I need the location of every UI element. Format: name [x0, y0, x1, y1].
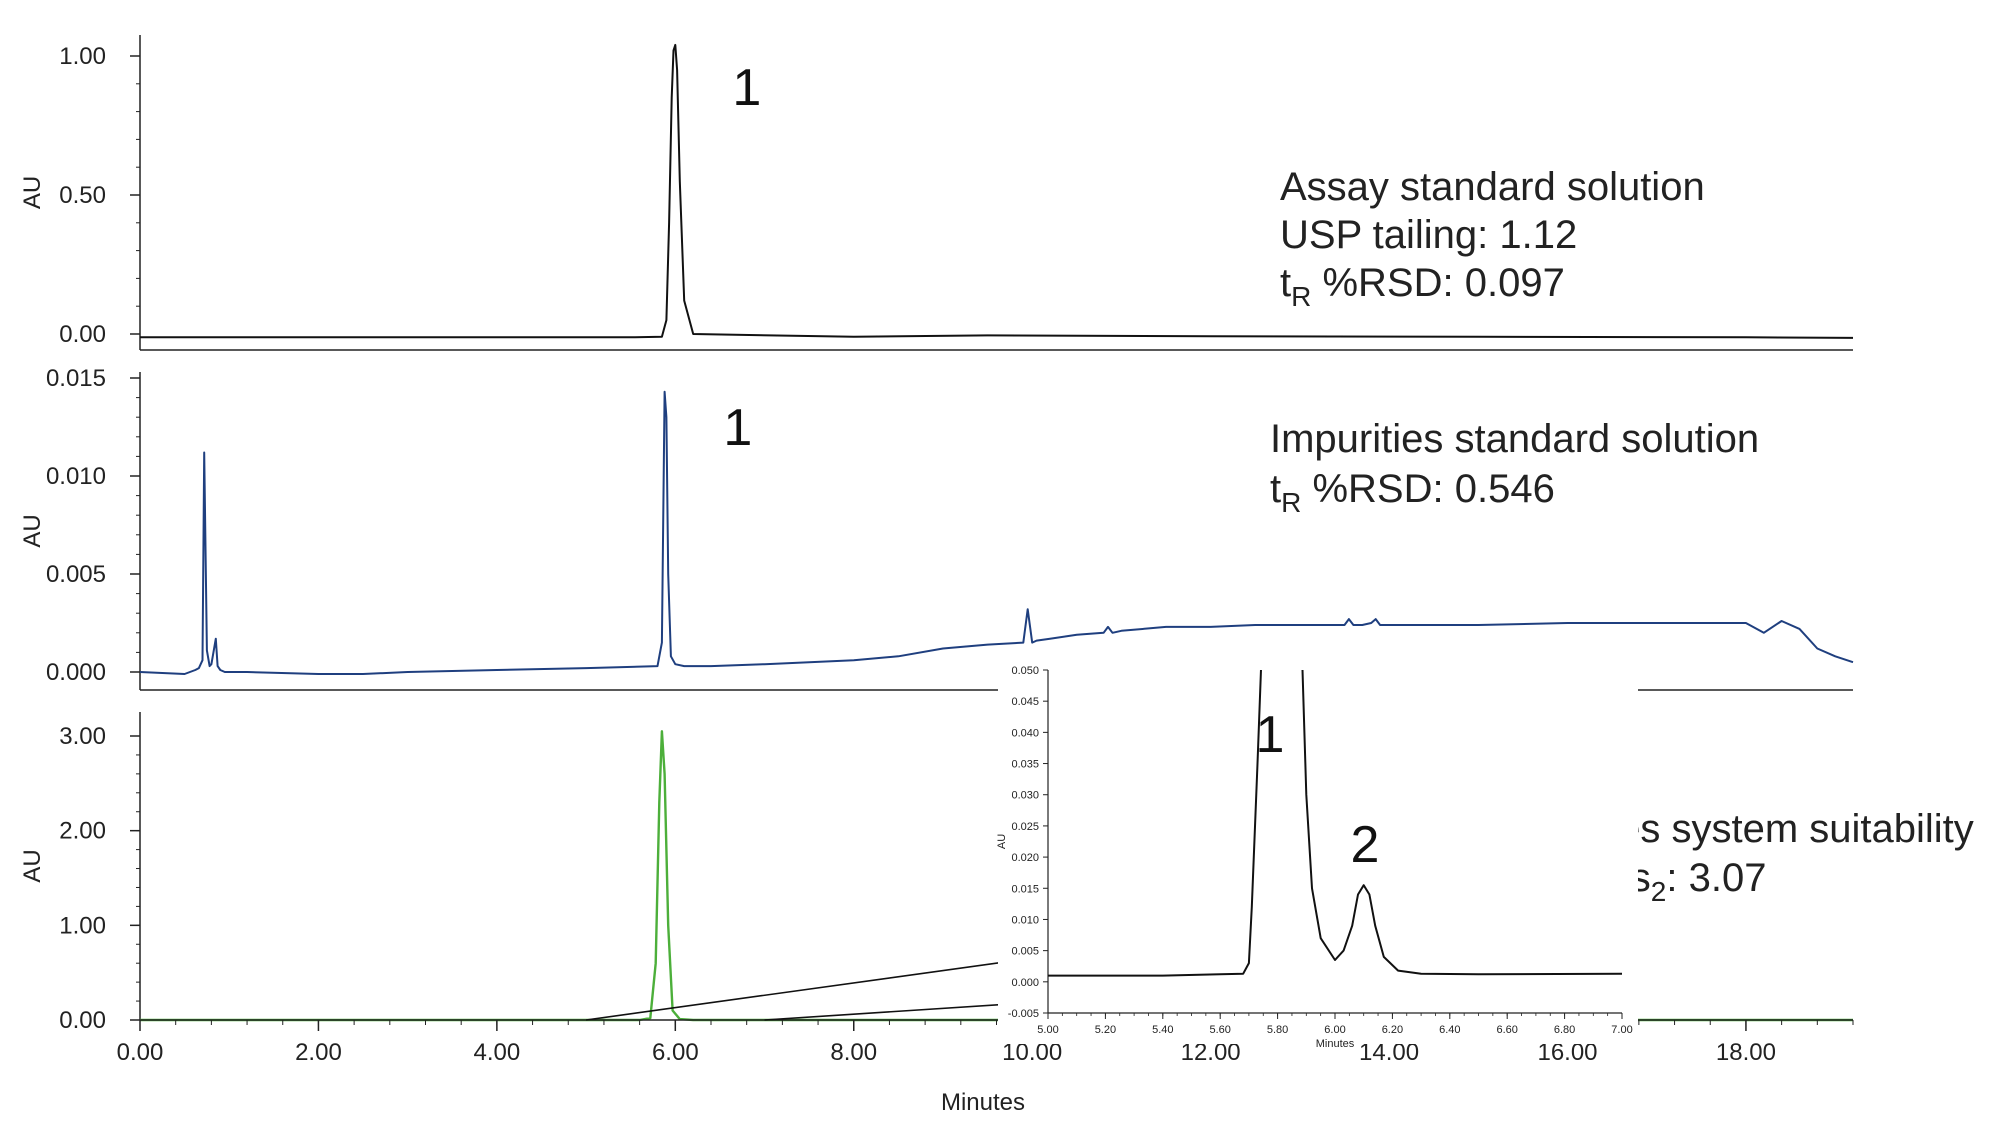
y-axis-title: AU	[19, 176, 46, 209]
inset-y-tick-label: 0.025	[1011, 821, 1039, 833]
inset-x-tick-label: 6.40	[1439, 1024, 1460, 1036]
inset-x-tick-label: 5.40	[1152, 1024, 1173, 1036]
annotation-subscript: 2	[1651, 876, 1667, 907]
inset-x-tick-label: 5.60	[1209, 1024, 1230, 1036]
peak-label: 1	[723, 399, 752, 457]
inset-x-tick-label: 7.00	[1611, 1024, 1632, 1036]
annotation-main: t	[1270, 467, 1281, 511]
y-tick-label: 1.00	[59, 43, 106, 70]
x-axis-title: Minutes	[941, 1089, 1025, 1116]
annotation-line: Impurities standard solution	[1270, 417, 1759, 461]
annotation-main: Assay standard solution	[1280, 165, 1705, 209]
y-tick-label: 1.00	[59, 912, 106, 939]
inset-y-tick-label: -0.005	[1008, 1008, 1039, 1020]
inset-x-tick-label: 5.20	[1095, 1024, 1116, 1036]
inset-x-tick-label: 6.20	[1382, 1024, 1403, 1036]
inset-y-tick-label: 0.045	[1011, 696, 1039, 708]
inset-peak-label: 1	[1256, 706, 1285, 764]
chromatogram-panel-assay: 0.00 0.50 1.00 AU 1 Assay standard solutionUS…	[19, 35, 1854, 351]
annotation-main: USP tailing: 1.12	[1280, 213, 1577, 257]
inset-y-tick-label: 0.035	[1011, 759, 1039, 771]
chromatogram-trace	[139, 390, 1854, 675]
y-tick-label: 0.000	[46, 659, 106, 686]
y-tick-label: 0.005	[46, 561, 106, 588]
annotation-main: t	[1280, 261, 1291, 305]
y-axis-title: AU	[19, 514, 46, 547]
x-tick-label: 8.00	[830, 1039, 877, 1066]
peak-label: 1	[732, 59, 761, 117]
inset-x-tick-label: 6.00	[1324, 1024, 1345, 1036]
inset-y-tick-label: 0.030	[1011, 790, 1039, 802]
inset-x-tick-label: 6.60	[1496, 1024, 1517, 1036]
annotation-line: tR %RSD: 0.546	[1270, 467, 1555, 518]
x-tick-label: 0.00	[117, 1039, 164, 1066]
x-tick-label: 18.00	[1716, 1039, 1776, 1066]
inset-panel: -0.005 0.000 0.005 0.010 0.015 0.020 0.025 0.03…	[996, 664, 1638, 1050]
y-tick-label: 2.00	[59, 818, 106, 845]
inset-y-tick-label: 0.020	[1011, 852, 1039, 864]
inset-trace	[1048, 670, 1622, 977]
inset-x-axis-title: Minutes	[1316, 1038, 1355, 1050]
inset-y-axis-title: AU	[996, 834, 1008, 849]
inset-x-tick-label: 6.80	[1554, 1024, 1575, 1036]
y-tick-label: 0.50	[59, 182, 106, 209]
annotation-subscript: R	[1291, 281, 1311, 312]
annotation-subscript: R	[1281, 487, 1301, 518]
annotation-rest: %RSD: 0.546	[1301, 467, 1554, 511]
annotation-line: tR %RSD: 0.097	[1280, 261, 1565, 312]
inset-y-tick-label: 0.010	[1011, 914, 1039, 926]
chromatogram-trace	[140, 43, 1854, 339]
y-axis-title: AU	[19, 849, 46, 882]
annotation-main: Impurities standard solution	[1270, 417, 1759, 461]
y-tick-label: 0.00	[59, 1007, 106, 1034]
y-tick-label: 0.00	[59, 321, 106, 348]
inset-y-tick-label: 0.040	[1011, 727, 1039, 739]
inset-y-tick-label: 0.000	[1011, 977, 1039, 989]
inset-x-tick-label: 5.00	[1037, 1024, 1058, 1036]
annotation-line: Assay standard solution	[1280, 165, 1705, 209]
y-tick-label: 0.010	[46, 463, 106, 490]
inset-peak-label: 2	[1351, 816, 1380, 874]
chromatogram-panel-impurities-standard: 0.000 0.005 0.010 0.015 AU 1 Impurities standa…	[19, 365, 1854, 691]
inset-background	[998, 664, 1638, 1044]
zoom-connector-line	[585, 955, 1049, 1021]
inset-x-tick-label: 5.80	[1267, 1024, 1288, 1036]
inset-y-tick-label: 0.050	[1011, 665, 1039, 677]
x-tick-label: 2.00	[295, 1039, 342, 1066]
annotation-rest: %RSD: 0.097	[1311, 261, 1564, 305]
annotation-line: USP tailing: 1.12	[1280, 213, 1577, 257]
x-tick-label: 6.00	[652, 1039, 699, 1066]
inset-y-tick-label: 0.005	[1011, 946, 1039, 958]
y-tick-label: 0.015	[46, 365, 106, 392]
inset-y-tick-label: 0.015	[1011, 883, 1039, 895]
annotation-rest: : 3.07	[1666, 856, 1766, 900]
y-tick-label: 3.00	[59, 723, 106, 750]
x-tick-label: 4.00	[474, 1039, 521, 1066]
